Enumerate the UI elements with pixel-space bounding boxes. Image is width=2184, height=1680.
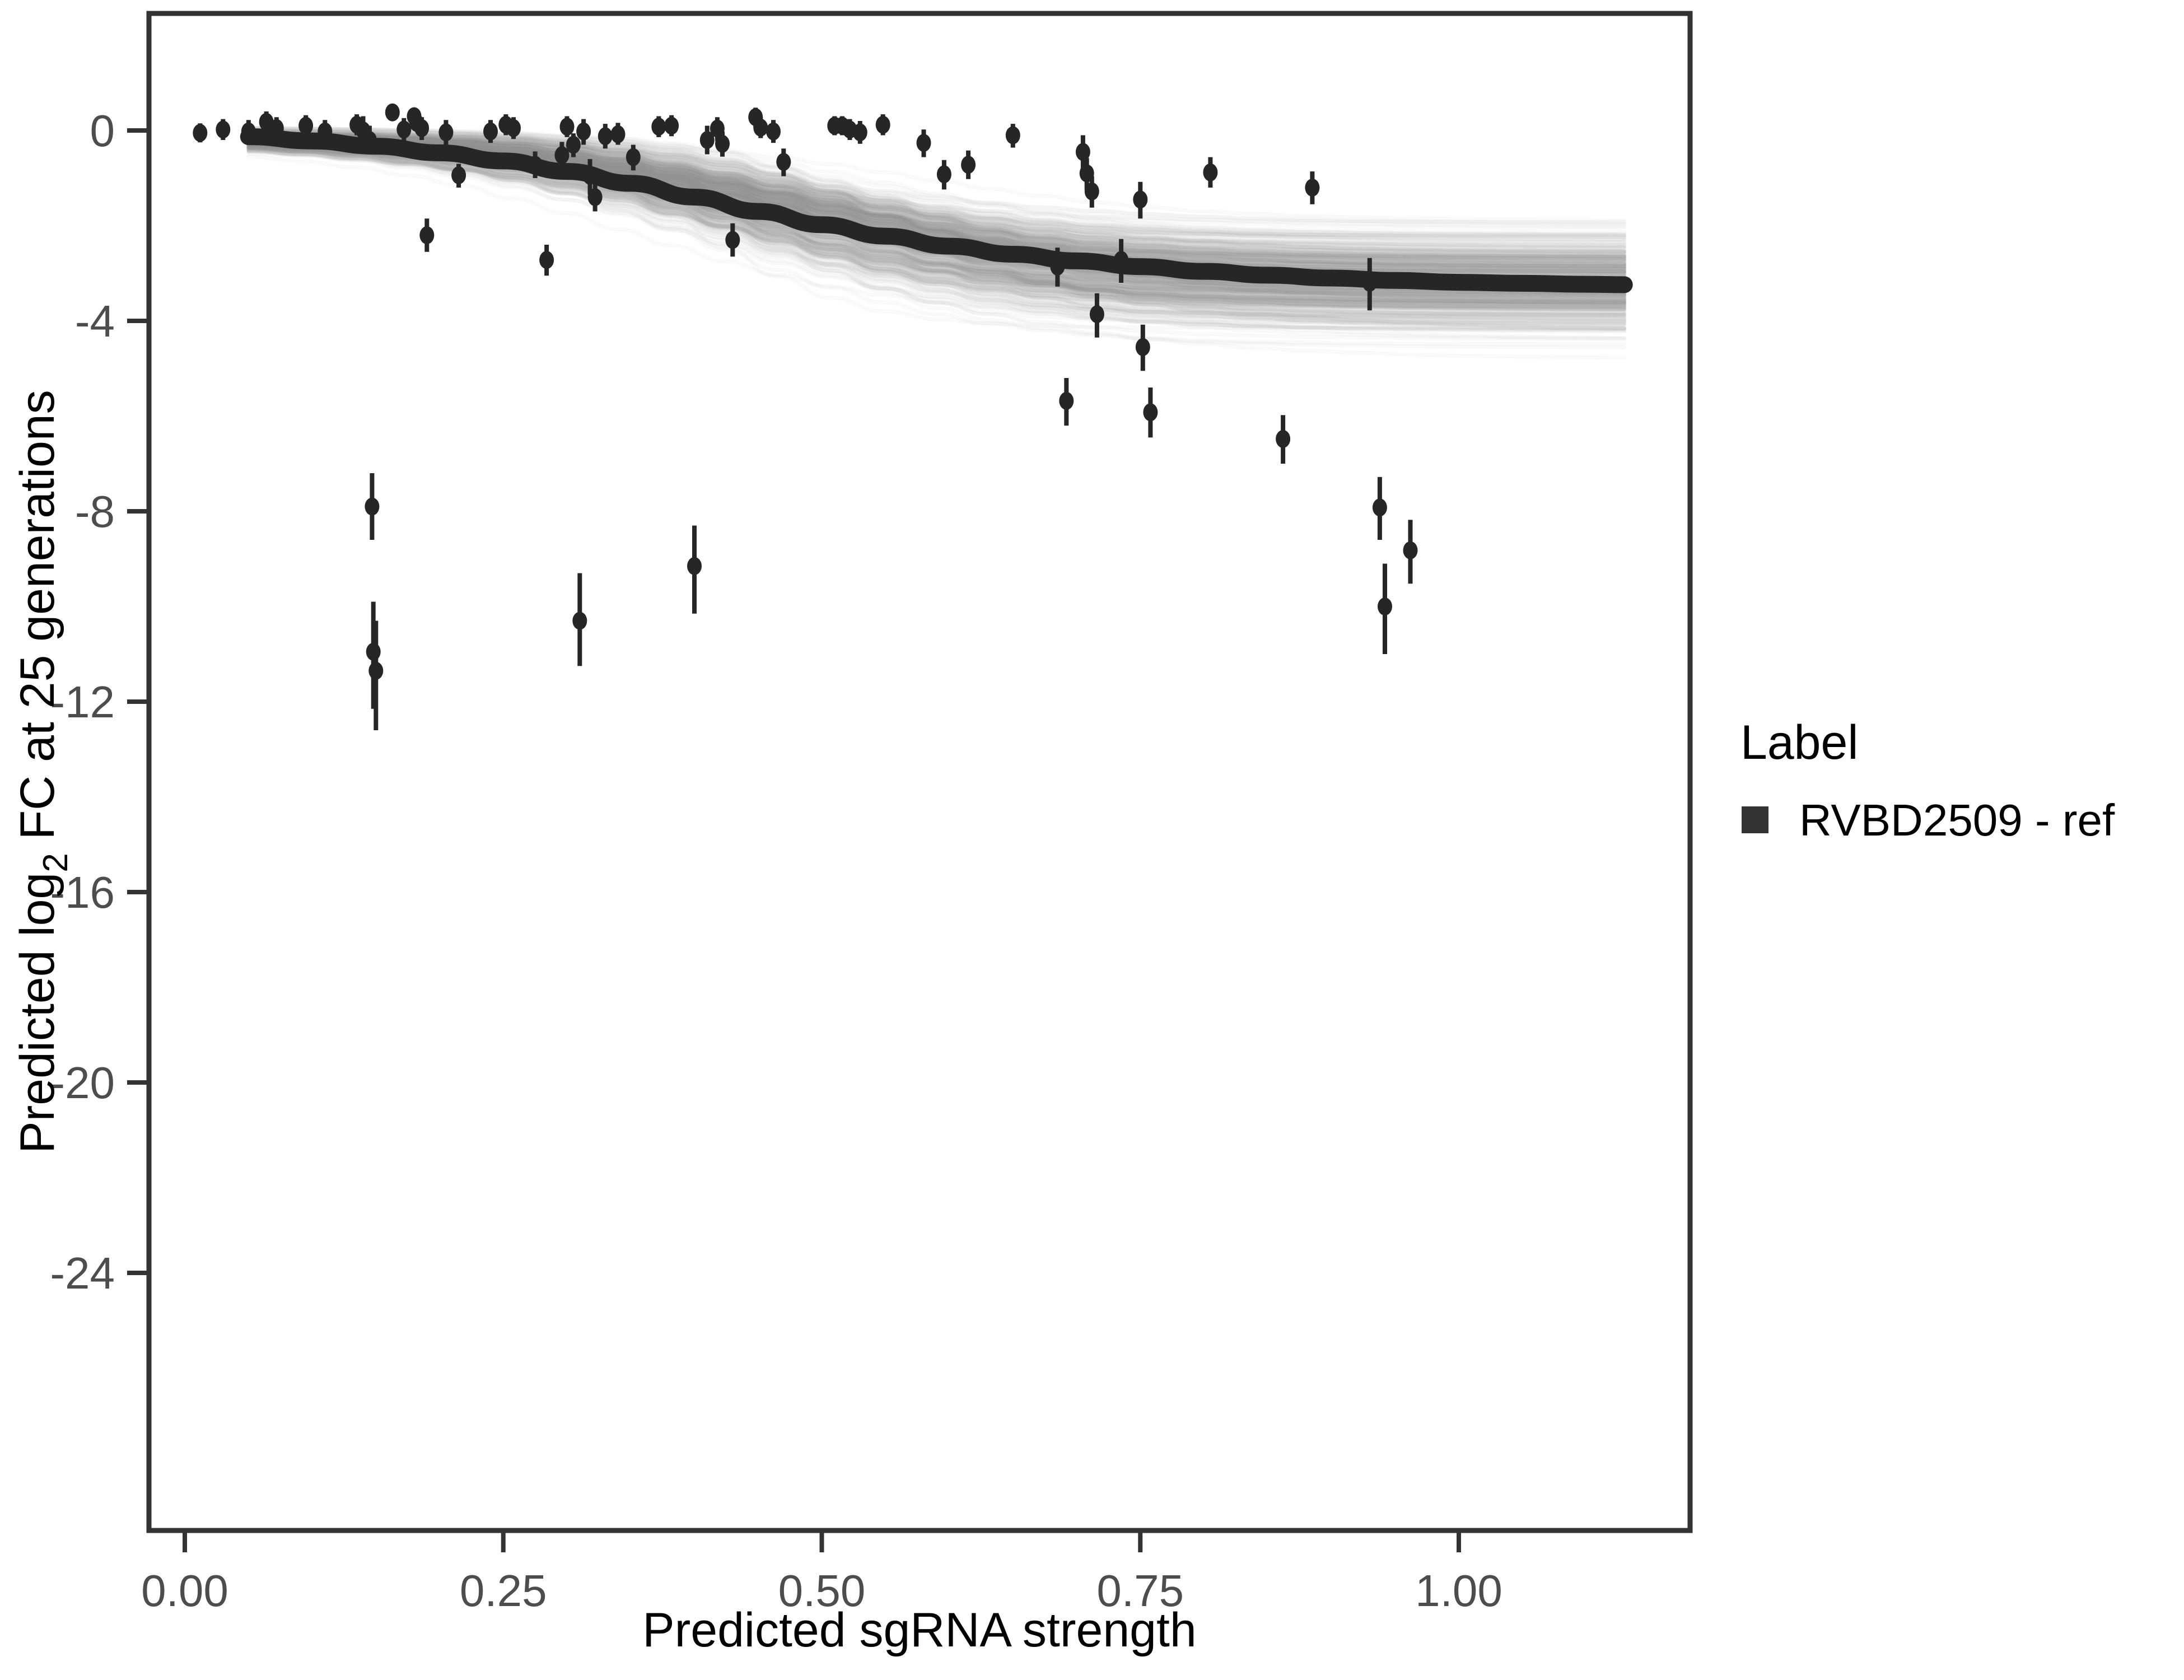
x-axis-ticks — [183, 1530, 1461, 1552]
data-point-with-errorbar — [1089, 293, 1104, 338]
data-point-with-errorbar — [1143, 388, 1158, 438]
data-point-with-errorbar — [572, 573, 587, 666]
data-point-with-errorbar — [626, 144, 641, 171]
data-point-with-errorbar — [539, 245, 554, 276]
data-point-with-errorbar — [1005, 124, 1020, 148]
data-point-with-errorbar — [438, 120, 454, 145]
data-points-layer — [193, 103, 1418, 730]
data-point-with-errorbar — [699, 125, 715, 155]
data-point-with-errorbar — [715, 131, 730, 157]
posterior-mean-fit-line — [240, 128, 1633, 293]
data-point-with-errorbar — [936, 160, 951, 190]
data-point-with-errorbar — [1133, 181, 1148, 219]
y-axis-title: Predicted log2 FC at 25 generations — [11, 390, 75, 1154]
plot-panel — [149, 13, 1690, 1530]
data-point-with-errorbar — [559, 116, 575, 137]
x-tick-label: 0.25 — [460, 1566, 547, 1616]
data-point-with-errorbar — [414, 117, 430, 140]
data-point-with-errorbar — [365, 473, 380, 540]
data-point-with-errorbar — [269, 117, 284, 139]
legend-key-swatch[interactable] — [1742, 806, 1768, 833]
legend-item-label[interactable]: RVBD2509 - ref — [1799, 795, 2115, 845]
data-point-with-errorbar — [1075, 135, 1090, 169]
data-point-with-errorbar — [776, 148, 791, 176]
data-point-with-errorbar — [362, 125, 377, 155]
data-point-with-errorbar — [506, 117, 521, 139]
y-tick-label: -16 — [50, 867, 115, 917]
data-point-with-errorbar — [385, 103, 400, 122]
y-tick-label: -24 — [50, 1248, 115, 1298]
data-point-with-errorbar — [651, 116, 666, 137]
y-tick-label: 0 — [90, 106, 115, 156]
data-point-with-errorbar — [576, 119, 591, 145]
data-point-with-errorbar — [587, 183, 603, 212]
data-point-with-errorbar — [396, 118, 412, 141]
data-point-with-errorbar — [1135, 324, 1150, 371]
y-tick-label: -4 — [75, 296, 115, 346]
data-point-with-errorbar — [961, 150, 976, 179]
data-point-with-errorbar — [216, 119, 231, 140]
data-point-with-errorbar — [687, 525, 702, 614]
data-point-with-errorbar — [451, 164, 466, 188]
panel-border — [146, 11, 1693, 1533]
data-point-with-errorbar — [598, 124, 613, 149]
data-point-with-errorbar — [725, 223, 740, 257]
data-point-with-errorbar — [610, 123, 626, 145]
svg-text:Predicted log2 FC at 25 gener: Predicted log2 FC at 25 generations — [11, 390, 75, 1154]
x-tick-label: 1.00 — [1415, 1566, 1502, 1616]
data-point-with-errorbar — [241, 120, 256, 143]
data-point-with-errorbar — [916, 129, 931, 157]
data-point-with-errorbar — [298, 115, 314, 137]
data-point-with-errorbar — [1203, 157, 1218, 188]
x-tick-label: 0.00 — [141, 1566, 228, 1616]
data-point-with-errorbar — [1276, 415, 1291, 464]
data-point-with-errorbar — [875, 114, 890, 136]
data-point-with-errorbar — [766, 120, 781, 143]
data-point-with-errorbar — [1305, 171, 1320, 204]
data-point-with-errorbar — [483, 120, 498, 143]
data-point-with-errorbar — [1372, 477, 1387, 540]
data-point-with-errorbar — [753, 117, 768, 138]
x-tick-label: 0.75 — [1096, 1566, 1184, 1616]
legend: Label RVBD2509 - ref — [1740, 716, 2115, 845]
data-point-with-errorbar — [1084, 176, 1099, 208]
data-point-with-errorbar — [554, 142, 570, 170]
y-tick-label: -8 — [75, 487, 115, 536]
data-point-with-errorbar — [318, 120, 333, 143]
data-point-with-errorbar — [419, 218, 435, 252]
x-axis-tick-labels: 0.00 0.25 0.50 0.75 1.00 — [141, 1566, 1502, 1616]
data-point-with-errorbar — [193, 123, 208, 143]
data-point-with-errorbar — [566, 133, 581, 157]
data-point-with-errorbar — [1114, 239, 1129, 283]
data-point-with-errorbar — [1362, 258, 1377, 311]
y-tick-label: -12 — [50, 677, 115, 727]
x-tick-label: 0.50 — [778, 1566, 866, 1616]
data-point-with-errorbar — [852, 121, 867, 144]
data-point-with-errorbar — [664, 115, 679, 137]
legend-title: Label — [1740, 716, 1858, 769]
x-axis-title: Predicted sgRNA strength — [642, 1603, 1197, 1657]
data-point-with-errorbar — [1059, 378, 1074, 426]
y-axis-tick-labels: 0 -4 -8 -12 -16 -20 -24 — [50, 106, 115, 1298]
data-point-with-errorbar — [528, 151, 543, 178]
y-tick-label: -20 — [50, 1058, 115, 1108]
data-point-with-errorbar — [368, 620, 384, 730]
data-point-with-errorbar — [1403, 520, 1418, 584]
y-axis-ticks — [127, 128, 149, 1275]
data-point-with-errorbar — [1050, 248, 1065, 287]
data-point-with-errorbar — [1378, 563, 1392, 654]
data-point-with-errorbar — [582, 159, 598, 195]
